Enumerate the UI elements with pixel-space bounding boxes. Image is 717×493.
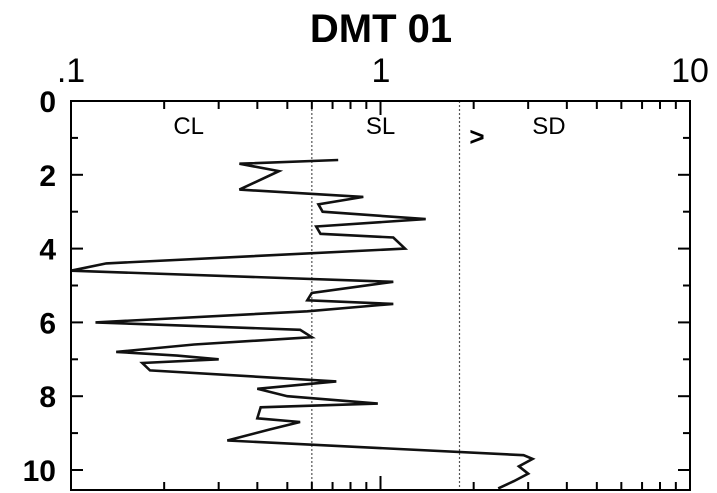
chart-title: DMT 01 [310,7,452,51]
plot-frame [70,100,691,491]
zone-label-sd: SD [532,113,565,140]
marker-symbol: > [469,121,484,151]
zone-boundary-lines [311,101,461,490]
series-line-0 [70,158,536,490]
x-tick-label-2: 10 [671,52,709,90]
series-group [70,158,536,490]
x-tick-label-0: .1 [57,52,85,90]
y-tick-label-8: 8 [39,381,56,414]
y-tick-label-4: 4 [39,234,56,267]
y-tick-labels: 0 2 4 6 8 10 [23,86,57,488]
zone-label-sl: SL [366,113,395,140]
x-tick-label-1: 1 [372,52,391,90]
y-tick-label-2: 2 [39,160,56,193]
zone-labels: CL SL SD > [173,113,565,151]
y-tick-label-6: 6 [39,307,56,340]
zone-label-cl: CL [173,113,204,140]
y-tick-label-0: 0 [39,86,56,119]
axis-ticks [70,100,691,490]
y-tick-label-10: 10 [23,455,56,488]
